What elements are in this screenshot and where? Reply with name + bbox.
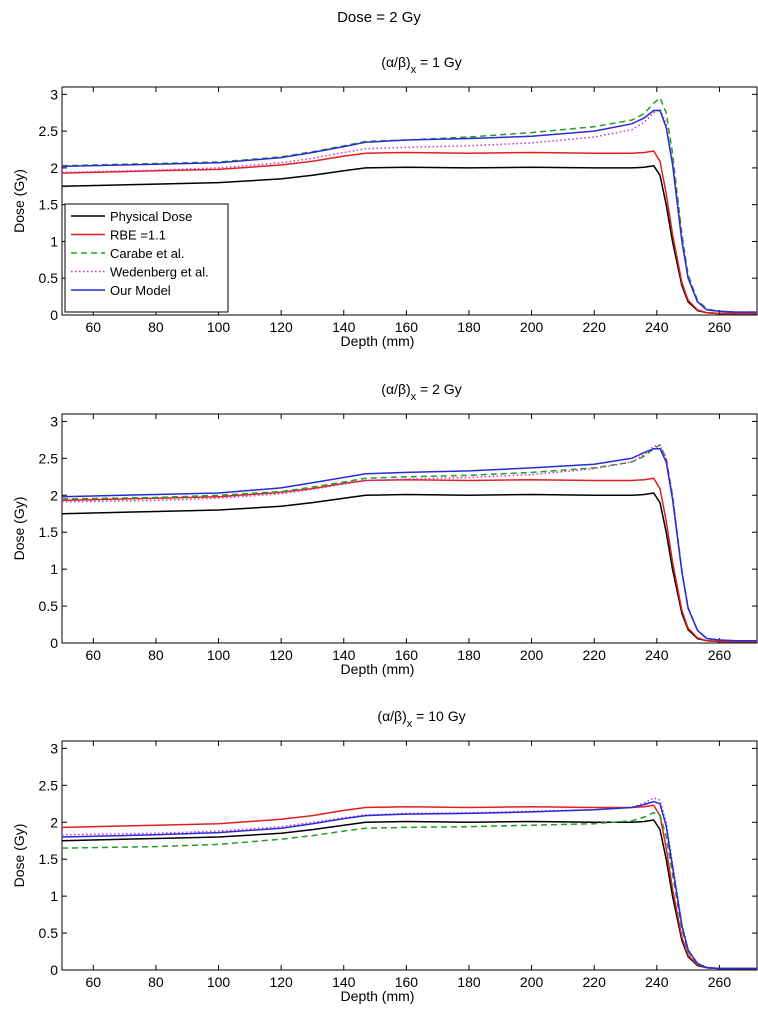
subscript-x: x — [407, 718, 413, 730]
x-tick-label: 260 — [708, 974, 732, 990]
figure-title: Dose = 2 Gy — [337, 9, 421, 26]
y-tick-label: 3 — [50, 86, 58, 102]
y-tick-label: 2 — [50, 160, 58, 176]
x-axis-label: Depth (mm) — [341, 661, 415, 677]
x-tick-label: 80 — [148, 647, 164, 663]
y-tick-label: 1.5 — [39, 851, 59, 867]
x-tick-label: 200 — [520, 319, 544, 335]
x-tick-label: 240 — [645, 974, 669, 990]
series-line-rbe-1-1 — [62, 150, 757, 315]
subscript-x: x — [411, 64, 417, 76]
subplot-title: (α/β)x = 10 Gy — [377, 708, 465, 730]
legend: Physical Dose RBE =1.1 Carabe et al. Wedenb… — [64, 203, 229, 313]
series-line-our-model — [62, 109, 757, 313]
y-tick-label: 2.5 — [39, 123, 59, 139]
y-tick-label: 2.5 — [39, 777, 59, 793]
series-line-wedenberg-et-al — [62, 797, 757, 970]
x-tick-label: 180 — [457, 974, 481, 990]
legend-box — [64, 203, 229, 313]
y-tick-label: 1 — [50, 233, 58, 249]
legend-entry: Our Model — [110, 283, 171, 298]
x-tick-label: 100 — [207, 974, 231, 990]
x-tick-label: 260 — [708, 319, 732, 335]
series-line-rbe-1-1 — [62, 804, 757, 970]
y-tick-label: 1 — [50, 888, 58, 904]
x-tick-label: 120 — [269, 647, 293, 663]
series-line-our-model — [62, 447, 757, 642]
x-tick-label: 60 — [86, 647, 102, 663]
y-tick-label: 0 — [50, 307, 58, 323]
x-tick-label: 140 — [332, 974, 356, 990]
y-tick-label: 2 — [50, 814, 58, 830]
x-tick-label: 220 — [583, 647, 607, 663]
series-line-physical-dose — [62, 819, 757, 970]
y-tick-label: 3 — [50, 740, 58, 756]
series-line-carabe-et-al — [62, 444, 757, 642]
y-tick-label: 3 — [50, 413, 58, 429]
x-axis-label: Depth (mm) — [341, 333, 415, 349]
x-tick-label: 200 — [520, 647, 544, 663]
x-tick-label: 200 — [520, 974, 544, 990]
y-tick-label: 2 — [50, 487, 58, 503]
x-tick-label: 260 — [708, 647, 732, 663]
y-tick-label: 1 — [50, 561, 58, 577]
y-tick-label: 0.5 — [39, 598, 59, 614]
legend-entry: Wedenberg et al. — [110, 265, 209, 280]
x-tick-label: 60 — [86, 974, 102, 990]
series-line-physical-dose — [62, 492, 757, 643]
axes-box — [61, 86, 758, 316]
y-tick-label: 1.5 — [39, 197, 59, 213]
x-tick-label: 220 — [583, 319, 607, 335]
series-line-wedenberg-et-al — [62, 444, 757, 642]
x-tick-label: 80 — [148, 319, 164, 335]
series-line-carabe-et-al — [62, 97, 757, 313]
y-axis-label: Dose (Gy) — [11, 497, 27, 561]
axes-box — [61, 413, 758, 644]
x-tick-label: 80 — [148, 974, 164, 990]
y-tick-label: 1.5 — [39, 524, 59, 540]
y-tick-label: 0.5 — [39, 925, 59, 941]
subscript-x: x — [411, 391, 417, 403]
legend-entry: Carabe et al. — [110, 246, 184, 261]
x-tick-label: 140 — [332, 319, 356, 335]
x-tick-label: 220 — [583, 974, 607, 990]
y-tick-label: 0 — [50, 635, 58, 651]
x-tick-label: 180 — [457, 647, 481, 663]
x-tick-label: 160 — [395, 974, 419, 990]
y-axis-label: Dose (Gy) — [11, 824, 27, 888]
series-line-carabe-et-al — [62, 811, 757, 970]
legend-entry: Physical Dose — [110, 209, 192, 224]
x-tick-label: 240 — [645, 647, 669, 663]
subplot-title: (α/β)x = 2 Gy — [381, 381, 461, 403]
subplot-title: (α/β)x = 1 Gy — [381, 54, 461, 76]
x-tick-label: 240 — [645, 319, 669, 335]
x-tick-label: 180 — [457, 319, 481, 335]
y-tick-label: 0.5 — [39, 270, 59, 286]
series-line-our-model — [62, 800, 757, 970]
y-tick-label: 2.5 — [39, 450, 59, 466]
series-line-rbe-1-1 — [62, 477, 757, 643]
x-tick-label: 160 — [395, 319, 419, 335]
x-tick-label: 140 — [332, 647, 356, 663]
x-axis-label: Depth (mm) — [341, 988, 415, 1004]
x-tick-label: 160 — [395, 647, 419, 663]
x-tick-label: 120 — [269, 974, 293, 990]
x-tick-label: 60 — [86, 319, 102, 335]
axes-box — [61, 740, 758, 971]
x-tick-label: 100 — [207, 647, 231, 663]
x-tick-label: 120 — [269, 319, 293, 335]
y-axis-label: Dose (Gy) — [11, 169, 27, 233]
x-tick-label: 100 — [207, 319, 231, 335]
legend-entry: RBE =1.1 — [110, 228, 166, 243]
y-tick-label: 0 — [50, 962, 58, 978]
